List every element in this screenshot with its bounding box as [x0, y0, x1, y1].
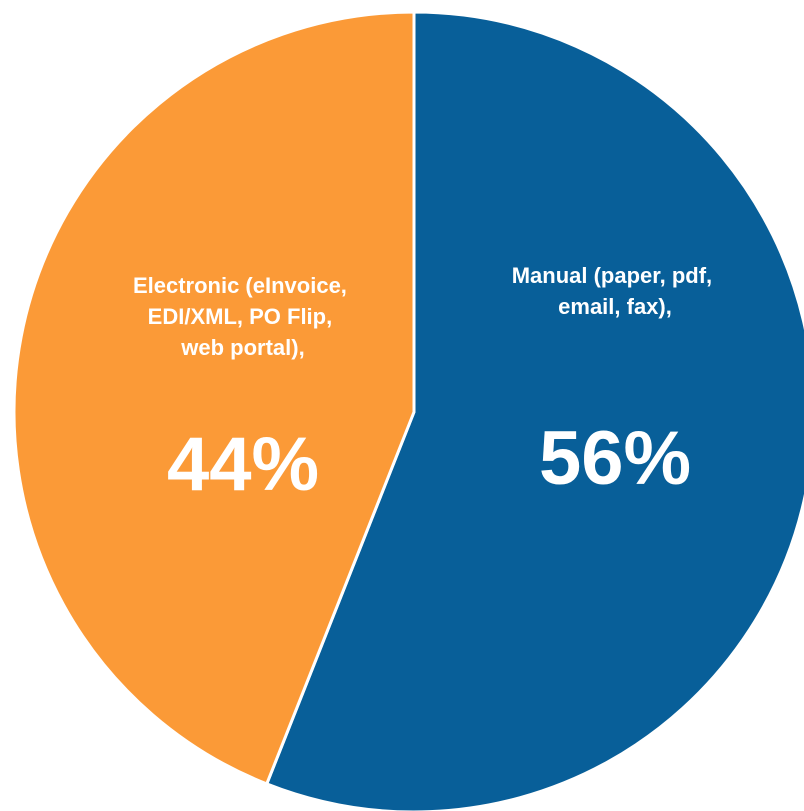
pie-slices: [12, 10, 804, 811]
pie-slice-manual: [265, 10, 804, 811]
pie-slice-electronic: [12, 10, 416, 786]
slice-label-manual: Manual (paper, pdf, email, fax),: [512, 263, 719, 319]
slice-label-electronic: Electronic (eInvoice, EDI/XML, PO Flip, …: [133, 273, 353, 360]
slice-value-electronic: 44%: [167, 422, 319, 507]
slice-value-manual: 56%: [539, 416, 691, 501]
